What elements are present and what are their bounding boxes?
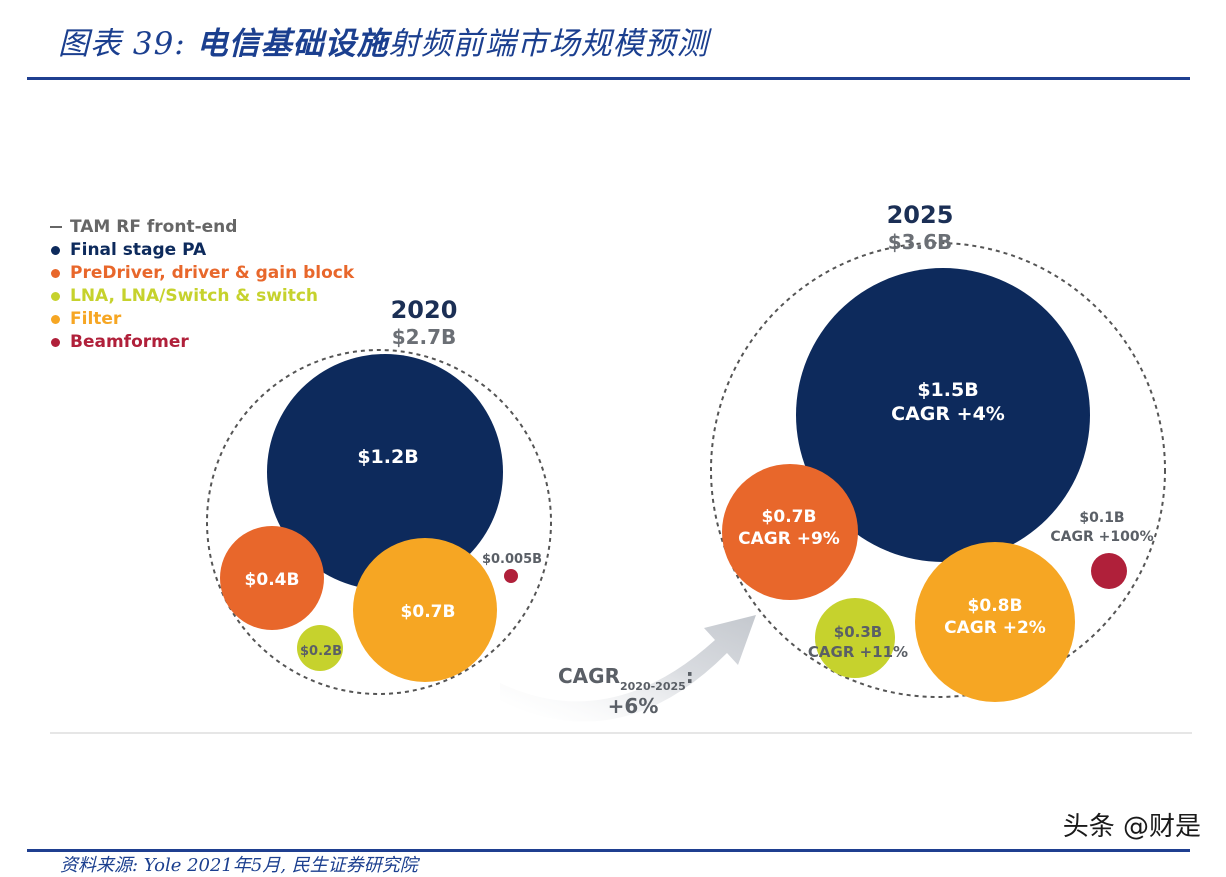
overall-cagr-label: CAGR2020-2025:	[558, 664, 694, 693]
watermark: 头条 @财是	[1062, 812, 1201, 842]
legend-label: Final stage PA	[70, 239, 207, 260]
dot-icon	[51, 314, 60, 324]
year-label-2020: 2020	[391, 296, 458, 324]
bubble-beamformer-2025	[1091, 553, 1127, 589]
value-label-filter-2020: $0.7B	[401, 602, 456, 622]
bubble-final-stage-pa-2020	[267, 354, 503, 590]
title-rest: 射频前端市场规模预测	[388, 26, 709, 62]
overall-cagr-value: +6%	[608, 694, 659, 718]
value-label-beamformer-2025: $0.1B	[1079, 510, 1124, 526]
bubble-lna-lna-switch-switch-2025	[815, 598, 895, 678]
value-label-lna-lna-switch-switch-2020: $0.2B	[300, 644, 342, 659]
footer-rule	[27, 849, 1190, 852]
value-label-beamformer-2020: $0.005B	[482, 552, 542, 567]
growth-arrow-icon	[500, 615, 756, 722]
tam-circle-2025	[710, 242, 1166, 698]
value-label-predriver-driver-gain-block-2020: $0.4B	[245, 570, 300, 590]
legend-label: TAM RF front-end	[70, 216, 238, 237]
year-group-2020: 2020$2.7B $1.2B $0.4B $0.2B $0.7B $0.005B	[206, 296, 552, 695]
page-title: 图表 39: 电信基础设施射频前端市场规模预测	[58, 18, 709, 63]
cagr-label-final-stage-pa-2025: CAGR +4%	[891, 403, 1005, 425]
legend-item-predriver: PreDriver, driver & gain block	[50, 261, 354, 284]
legend-item-final-stage-pa: Final stage PA	[50, 238, 354, 261]
title-bold: 电信基础设施	[196, 26, 389, 62]
bubble-predriver-driver-gain-block-2025	[722, 464, 858, 600]
header-rule	[27, 77, 1190, 80]
bubble-beamformer-2020	[504, 569, 518, 583]
dot-icon	[51, 291, 60, 301]
cagr-label-filter-2025: CAGR +2%	[944, 618, 1046, 638]
dashed-line-icon	[50, 225, 62, 228]
value-label-predriver-driver-gain-block-2025: $0.7B	[762, 507, 817, 527]
dot-icon	[51, 337, 60, 347]
year-label-2025: 2025	[887, 201, 954, 229]
bubble-lna-lna-switch-switch-2020	[297, 625, 343, 671]
total-label-2025: $3.6B	[888, 230, 953, 254]
cagr-label-lna-lna-switch-switch-2025: CAGR +11%	[808, 643, 908, 661]
legend-item-tam: TAM RF front-end	[50, 215, 354, 238]
chart-legend: TAM RF front-end Final stage PA PreDrive…	[50, 215, 354, 353]
legend-item-lna: LNA, LNA/Switch & switch	[50, 284, 354, 307]
bubble-predriver-driver-gain-block-2020	[220, 526, 324, 630]
value-label-final-stage-pa-2025: $1.5B	[917, 379, 978, 401]
legend-label: LNA, LNA/Switch & switch	[70, 285, 319, 306]
value-label-final-stage-pa-2020: $1.2B	[357, 446, 418, 468]
cagr-label-predriver-driver-gain-block-2025: CAGR +9%	[738, 529, 840, 549]
legend-label: PreDriver, driver & gain block	[70, 262, 355, 283]
bubble-final-stage-pa-2025	[796, 268, 1090, 562]
legend-label: Beamformer	[70, 331, 189, 352]
value-label-lna-lna-switch-switch-2025: $0.3B	[834, 623, 882, 641]
dot-icon	[51, 268, 60, 278]
value-label-filter-2025: $0.8B	[968, 596, 1023, 616]
bubble-filter-2025	[915, 542, 1075, 702]
bubble-filter-2020	[353, 538, 497, 682]
source-note: 资料来源: Yole 2021年5月, 民生证券研究院	[60, 855, 418, 876]
figure-number: 图表 39:	[58, 26, 197, 62]
total-label-2020: $2.7B	[392, 325, 457, 349]
legend-label: Filter	[70, 308, 122, 329]
tam-circle-2020	[206, 349, 552, 695]
dot-icon	[51, 245, 60, 255]
cagr-label-beamformer-2025: CAGR +100%	[1050, 529, 1153, 545]
legend-item-beamformer: Beamformer	[50, 330, 354, 353]
legend-item-filter: Filter	[50, 307, 354, 330]
